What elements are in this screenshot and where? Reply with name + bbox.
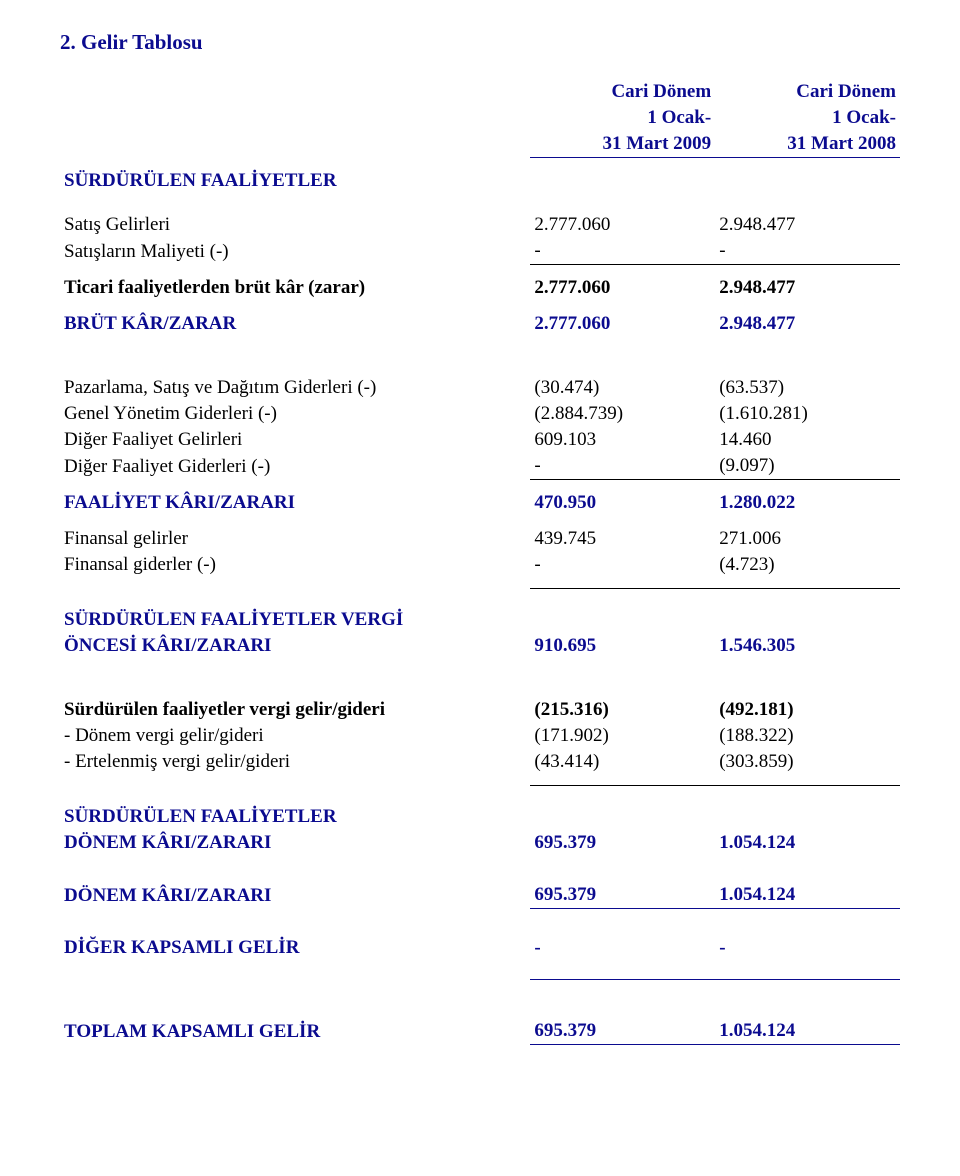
row-sales-revenue: Satış Gelirleri 2.777.060 2.948.477: [60, 212, 900, 238]
col1-header-l2: 1 Ocak-: [530, 105, 715, 131]
tax-deferred-v2: (303.859): [715, 749, 900, 775]
pretax-v1: 910.695: [530, 633, 715, 659]
other-op-income-label: Diğer Faaliyet Gelirleri: [60, 427, 530, 453]
cost-of-sales-v2: -: [715, 238, 900, 265]
continuing-period-v1: 695.379: [530, 830, 715, 856]
sales-revenue-v1: 2.777.060: [530, 212, 715, 238]
finance-income-label: Finansal gelirler: [60, 526, 530, 552]
income-statement-table: Cari Dönem Cari Dönem 1 Ocak- 1 Ocak- 31…: [60, 79, 900, 1045]
tax-current-v2: (188.322): [715, 723, 900, 749]
section-continuing-label: SÜRDÜRÜLEN FAALİYETLER: [60, 168, 530, 194]
continuing-period-label-l1: SÜRDÜRÜLEN FAALİYETLER: [60, 804, 530, 830]
period-pl-v1: 695.379: [530, 882, 715, 909]
tax-total-v2: (492.181): [715, 697, 900, 723]
tax-current-label: - Dönem vergi gelir/gideri: [60, 723, 530, 749]
operating-pl-label: FAALİYET KÂRI/ZARARI: [60, 490, 530, 516]
finance-expense-v1: -: [530, 552, 715, 578]
pretax-label-l2: ÖNCESİ KÂRI/ZARARI: [60, 633, 530, 659]
tax-deferred-label: - Ertelenmiş vergi gelir/gideri: [60, 749, 530, 775]
row-pretax-l1: SÜRDÜRÜLEN FAALİYETLER VERGİ: [60, 607, 900, 633]
period-header-row-1: Cari Dönem Cari Dönem: [60, 79, 900, 105]
tci-v2: 1.054.124: [715, 1018, 900, 1045]
oci-v2: -: [715, 935, 900, 961]
tax-current-v1: (171.902): [530, 723, 715, 749]
pretax-label-l1: SÜRDÜRÜLEN FAALİYETLER VERGİ: [60, 607, 530, 633]
page-title: 2. Gelir Tablosu: [60, 30, 900, 55]
gross-profit-v2: 2.948.477: [715, 275, 900, 301]
row-operating-pl: FAALİYET KÂRI/ZARARI 470.950 1.280.022: [60, 490, 900, 516]
other-op-income-v2: 14.460: [715, 427, 900, 453]
finance-expense-v2: (4.723): [715, 552, 900, 578]
marketing-exp-v1: (30.474): [530, 375, 715, 401]
oci-v1: -: [530, 935, 715, 961]
section-continuing: SÜRDÜRÜLEN FAALİYETLER: [60, 168, 900, 194]
row-period-pl: DÖNEM KÂRI/ZARARI 695.379 1.054.124: [60, 882, 900, 909]
period-pl-label: DÖNEM KÂRI/ZARARI: [60, 882, 530, 909]
admin-exp-label: Genel Yönetim Giderleri (-): [60, 401, 530, 427]
row-marketing-exp: Pazarlama, Satış ve Dağıtım Giderleri (-…: [60, 375, 900, 401]
continuing-period-v2: 1.054.124: [715, 830, 900, 856]
finance-income-v1: 439.745: [530, 526, 715, 552]
gross-pl-v2: 2.948.477: [715, 311, 900, 337]
tci-label: TOPLAM KAPSAMLI GELİR: [60, 1018, 530, 1045]
row-pretax-l2: ÖNCESİ KÂRI/ZARARI 910.695 1.546.305: [60, 633, 900, 659]
row-other-op-income: Diğer Faaliyet Gelirleri 609.103 14.460: [60, 427, 900, 453]
row-continuing-period-l2: DÖNEM KÂRI/ZARARI 695.379 1.054.124: [60, 830, 900, 856]
period-header-row-2: 1 Ocak- 1 Ocak-: [60, 105, 900, 131]
other-op-income-v1: 609.103: [530, 427, 715, 453]
col2-header-l1: Cari Dönem: [715, 79, 900, 105]
cost-of-sales-v1: -: [530, 238, 715, 265]
tax-total-v1: (215.316): [530, 697, 715, 723]
row-tax-current: - Dönem vergi gelir/gideri (171.902) (18…: [60, 723, 900, 749]
gross-pl-v1: 2.777.060: [530, 311, 715, 337]
gross-pl-label: BRÜT KÂR/ZARAR: [60, 311, 530, 337]
marketing-exp-label: Pazarlama, Satış ve Dağıtım Giderleri (-…: [60, 375, 530, 401]
col2-header-l2: 1 Ocak-: [715, 105, 900, 131]
finance-income-v2: 271.006: [715, 526, 900, 552]
operating-pl-v2: 1.280.022: [715, 490, 900, 516]
row-cost-of-sales: Satışların Maliyeti (-) - -: [60, 238, 900, 265]
continuing-period-label-l2: DÖNEM KÂRI/ZARARI: [60, 830, 530, 856]
row-finance-expense: Finansal giderler (-) - (4.723): [60, 552, 900, 578]
row-tax-deferred: - Ertelenmiş vergi gelir/gideri (43.414)…: [60, 749, 900, 775]
row-gross-profit: Ticari faaliyetlerden brüt kâr (zarar) 2…: [60, 275, 900, 301]
col2-header-l3: 31 Mart 2008: [715, 131, 900, 158]
oci-label: DİĞER KAPSAMLI GELİR: [60, 935, 530, 961]
gross-profit-v1: 2.777.060: [530, 275, 715, 301]
col1-header-l3: 31 Mart 2009: [530, 131, 715, 158]
row-gross-pl: BRÜT KÂR/ZARAR 2.777.060 2.948.477: [60, 311, 900, 337]
row-admin-exp: Genel Yönetim Giderleri (-) (2.884.739) …: [60, 401, 900, 427]
col1-header-l1: Cari Dönem: [530, 79, 715, 105]
sales-revenue-label: Satış Gelirleri: [60, 212, 530, 238]
tax-total-label: Sürdürülen faaliyetler vergi gelir/gider…: [60, 697, 530, 723]
operating-pl-v1: 470.950: [530, 490, 715, 516]
other-op-exp-v1: -: [530, 453, 715, 480]
row-other-op-exp: Diğer Faaliyet Giderleri (-) - (9.097): [60, 453, 900, 480]
admin-exp-v2: (1.610.281): [715, 401, 900, 427]
admin-exp-v1: (2.884.739): [530, 401, 715, 427]
other-op-exp-label: Diğer Faaliyet Giderleri (-): [60, 453, 530, 480]
row-oci: DİĞER KAPSAMLI GELİR - -: [60, 935, 900, 961]
sales-revenue-v2: 2.948.477: [715, 212, 900, 238]
period-pl-v2: 1.054.124: [715, 882, 900, 909]
row-continuing-period-l1: SÜRDÜRÜLEN FAALİYETLER: [60, 804, 900, 830]
cost-of-sales-label: Satışların Maliyeti (-): [60, 238, 530, 265]
row-finance-income: Finansal gelirler 439.745 271.006: [60, 526, 900, 552]
tci-v1: 695.379: [530, 1018, 715, 1045]
pretax-v2: 1.546.305: [715, 633, 900, 659]
period-header-row-3: 31 Mart 2009 31 Mart 2008: [60, 131, 900, 158]
gross-profit-label: Ticari faaliyetlerden brüt kâr (zarar): [60, 275, 530, 301]
tax-deferred-v1: (43.414): [530, 749, 715, 775]
finance-expense-label: Finansal giderler (-): [60, 552, 530, 578]
row-tax-total: Sürdürülen faaliyetler vergi gelir/gider…: [60, 697, 900, 723]
other-op-exp-v2: (9.097): [715, 453, 900, 480]
row-tci: TOPLAM KAPSAMLI GELİR 695.379 1.054.124: [60, 1018, 900, 1045]
marketing-exp-v2: (63.537): [715, 375, 900, 401]
